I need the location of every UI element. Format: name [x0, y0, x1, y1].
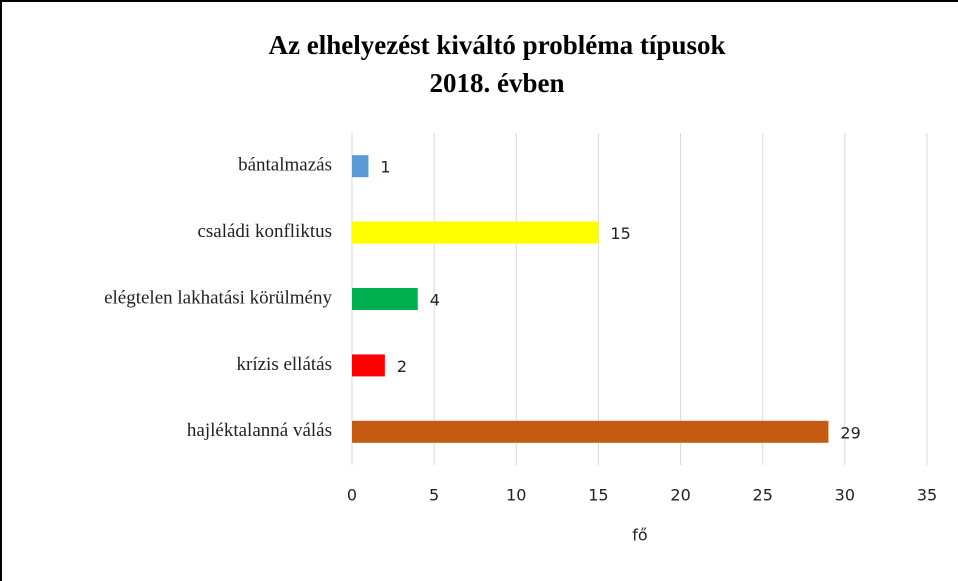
y-tick-label: bántalmazás	[238, 155, 332, 176]
value-label: 1	[380, 158, 390, 177]
x-tick-label: 30	[835, 486, 855, 505]
value-label: 4	[430, 291, 440, 310]
chart-title: 2018. évben	[430, 68, 565, 98]
chart-title: Az elhelyezést kiváltó probléma típusok	[269, 30, 726, 60]
value-label: 15	[610, 224, 630, 243]
bar	[352, 288, 418, 310]
y-tick-label: krízis ellátás	[237, 354, 333, 375]
value-label: 2	[397, 357, 407, 376]
y-tick-label: elégtelen lakhatási körülmény	[104, 287, 332, 308]
bar	[352, 155, 369, 178]
y-tick-label: hajléktalanná válás	[187, 420, 332, 441]
x-tick-label: 0	[347, 486, 357, 505]
x-tick-label: 5	[429, 486, 439, 505]
y-tick-label: családi konfliktus	[197, 221, 332, 242]
bar	[352, 354, 385, 377]
bar	[352, 221, 599, 244]
value-label: 29	[840, 423, 860, 442]
bar	[352, 420, 829, 443]
x-tick-label: 20	[670, 486, 690, 505]
x-axis-label: fő	[632, 526, 647, 545]
x-tick-label: 35	[917, 486, 937, 505]
x-tick-label: 15	[588, 486, 608, 505]
x-tick-label: 10	[506, 486, 526, 505]
x-tick-label: 25	[753, 486, 773, 505]
